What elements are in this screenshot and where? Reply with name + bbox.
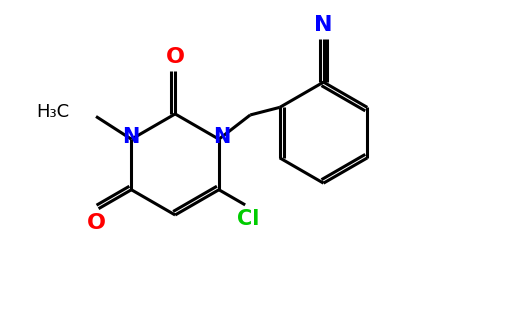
Text: O: O — [87, 213, 105, 233]
Text: N: N — [122, 127, 139, 147]
Text: N: N — [213, 127, 230, 147]
Text: Cl: Cl — [237, 209, 259, 229]
Text: O: O — [166, 47, 185, 67]
Text: N: N — [314, 15, 333, 35]
Text: H₃C: H₃C — [37, 104, 70, 122]
